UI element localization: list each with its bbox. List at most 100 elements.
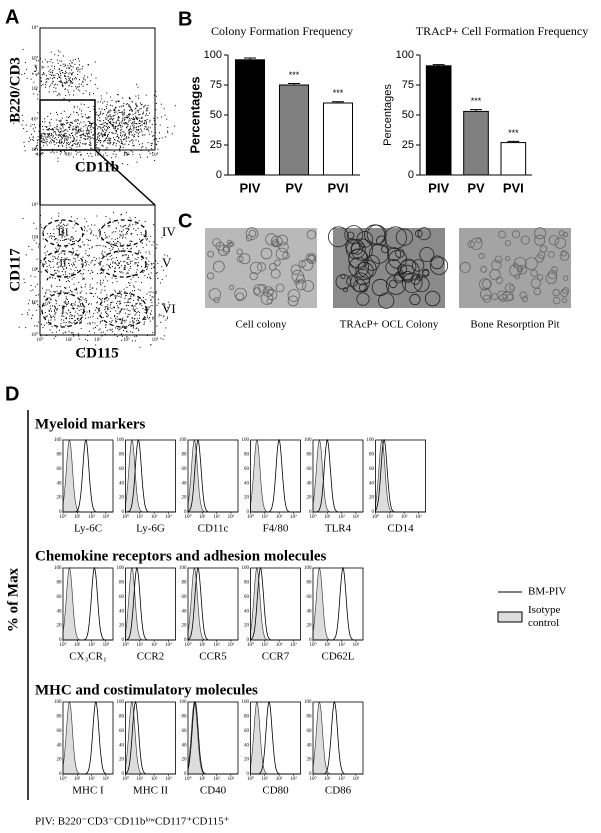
dot	[105, 325, 106, 326]
dot	[80, 303, 81, 304]
dot	[117, 136, 118, 137]
dot	[122, 319, 123, 320]
y-tick-label: 50	[402, 109, 414, 121]
dot	[76, 68, 77, 69]
dot	[127, 317, 128, 318]
dot	[107, 150, 108, 151]
dot	[129, 285, 130, 286]
dot	[128, 257, 129, 258]
dot	[119, 148, 120, 149]
dot	[54, 68, 55, 69]
dot	[74, 221, 75, 222]
dot	[124, 309, 125, 310]
dot	[76, 267, 77, 268]
dot	[115, 140, 116, 141]
dot	[151, 263, 152, 264]
dot	[123, 123, 124, 124]
dot	[45, 84, 46, 85]
dot	[28, 246, 29, 247]
dot	[61, 125, 62, 126]
dot	[59, 120, 60, 121]
dot	[106, 149, 107, 150]
dot	[79, 79, 80, 80]
dot	[153, 135, 154, 136]
dot	[139, 123, 140, 124]
dot	[115, 262, 116, 263]
dot	[142, 104, 143, 105]
dot	[36, 70, 37, 71]
dot	[139, 250, 140, 251]
dot	[87, 340, 88, 341]
dot	[82, 68, 83, 69]
dot	[42, 68, 43, 69]
dot	[139, 318, 140, 319]
dot	[80, 315, 81, 316]
y-tick-label: 40	[369, 481, 375, 486]
dot	[51, 59, 52, 60]
dot	[165, 137, 166, 138]
dot	[76, 150, 77, 151]
dot	[115, 115, 116, 116]
dot	[114, 128, 115, 129]
y-tick-label: 20	[369, 496, 375, 501]
dot	[145, 115, 146, 116]
dot	[45, 302, 46, 303]
dot	[46, 143, 47, 144]
dot	[121, 139, 122, 140]
dot	[138, 112, 139, 113]
dot	[115, 128, 116, 129]
dot	[98, 126, 99, 127]
dot	[58, 216, 59, 217]
dot	[79, 135, 80, 136]
dot	[95, 133, 96, 134]
dot	[22, 124, 23, 125]
dot	[77, 133, 78, 134]
y-tick-label: 20	[307, 624, 313, 629]
dot	[147, 119, 148, 120]
y-tick-label: 80	[57, 453, 63, 458]
dot	[47, 134, 48, 135]
dot	[87, 128, 88, 129]
dot	[120, 145, 121, 146]
x-tick-label: 10²	[88, 514, 95, 520]
dot	[85, 250, 86, 251]
dot	[31, 134, 32, 135]
dot	[79, 302, 80, 303]
dot	[70, 114, 71, 115]
dot	[38, 294, 39, 295]
dot	[100, 113, 101, 114]
dot	[95, 61, 96, 62]
dot	[123, 139, 124, 140]
dot	[50, 61, 51, 62]
dot	[50, 113, 51, 114]
dot	[53, 132, 54, 133]
dot	[116, 303, 117, 304]
dot	[69, 321, 70, 322]
x-tick-label: 10³	[103, 642, 110, 648]
dot	[75, 126, 76, 127]
dot	[47, 266, 48, 267]
dot	[112, 282, 113, 283]
dot	[125, 255, 126, 256]
dot	[143, 272, 144, 273]
dot	[119, 110, 120, 111]
dot	[132, 306, 133, 307]
dot	[78, 305, 79, 306]
dot	[117, 113, 118, 114]
dot	[133, 119, 134, 120]
dot	[135, 103, 136, 104]
dot	[41, 227, 42, 228]
dot	[161, 117, 162, 118]
dot	[120, 125, 121, 126]
dot	[83, 77, 84, 78]
dot	[122, 135, 123, 136]
dot	[97, 283, 98, 284]
dot	[47, 233, 48, 234]
dot	[73, 157, 74, 158]
dot	[78, 320, 79, 321]
dot	[37, 99, 38, 100]
dot	[24, 142, 25, 143]
dot	[50, 315, 51, 316]
dot	[95, 123, 96, 124]
dot	[75, 86, 76, 87]
